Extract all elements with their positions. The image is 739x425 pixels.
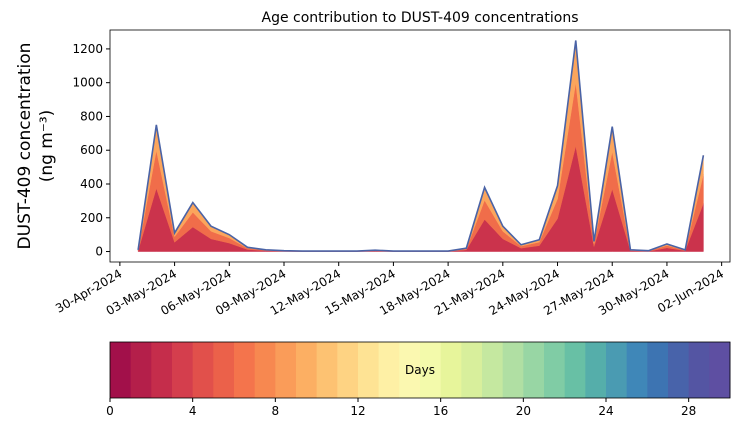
y-tick-label: 200: [80, 211, 103, 225]
colorbar-tick-label: 12: [350, 404, 365, 418]
colorbar-tick-label: 24: [598, 404, 613, 418]
colorbar-swatch: [564, 342, 586, 398]
colorbar-swatch: [482, 342, 504, 398]
colorbar-swatch: [647, 342, 669, 398]
colorbar-swatch: [254, 342, 276, 398]
y-tick-label: 600: [80, 143, 103, 157]
colorbar-swatch: [440, 342, 462, 398]
colorbar-tick-label: 20: [516, 404, 531, 418]
colorbar-tick-label: 28: [681, 404, 696, 418]
colorbar-frame: [109, 341, 731, 399]
colorbar-swatch: [337, 342, 359, 398]
colorbar-swatch: [110, 342, 132, 398]
y-tick-label: 0: [95, 245, 103, 259]
colorbar-tick-label: 8: [272, 404, 280, 418]
y-axis-label: (ng m⁻³): [37, 110, 57, 183]
colorbar-swatch: [606, 342, 628, 398]
y-axis-label: DUST-409 concentration: [15, 43, 35, 250]
y-tick-label: 1000: [72, 76, 103, 90]
colorbar-swatch: [172, 342, 194, 398]
colorbar-swatch: [213, 342, 235, 398]
plot-frame: [109, 29, 731, 263]
colorbar-swatch: [275, 342, 297, 398]
colorbar-swatch: [234, 342, 256, 398]
colorbar-swatch: [316, 342, 338, 398]
colorbar-swatch: [688, 342, 710, 398]
colorbar-tick-label: 0: [106, 404, 114, 418]
colorbar-swatch: [399, 342, 421, 398]
colorbar-swatch: [709, 342, 731, 398]
colorbar-swatch: [358, 342, 380, 398]
colorbar-swatch: [502, 342, 524, 398]
chart-title: Age contribution to DUST-409 concentrati…: [262, 10, 579, 26]
colorbar-label: Days: [405, 363, 435, 377]
colorbar-swatch: [626, 342, 648, 398]
y-tick-label: 400: [80, 177, 103, 191]
colorbar-swatch: [668, 342, 690, 398]
colorbar-swatch: [523, 342, 545, 398]
colorbar-swatch: [585, 342, 607, 398]
colorbar-swatch: [296, 342, 318, 398]
total-outline: [137, 40, 705, 252]
colorbar-swatch: [151, 342, 173, 398]
y-tick-label: 800: [80, 109, 103, 123]
colorbar-swatch: [378, 342, 400, 398]
colorbar-tick-label: 16: [433, 404, 448, 418]
colorbar-swatch: [461, 342, 483, 398]
colorbar-tick-label: 4: [189, 404, 197, 418]
colorbar-swatch: [544, 342, 566, 398]
colorbar-swatch: [420, 342, 442, 398]
y-tick-label: 1200: [72, 42, 103, 56]
colorbar-swatch: [192, 342, 214, 398]
colorbar-swatch: [130, 342, 152, 398]
